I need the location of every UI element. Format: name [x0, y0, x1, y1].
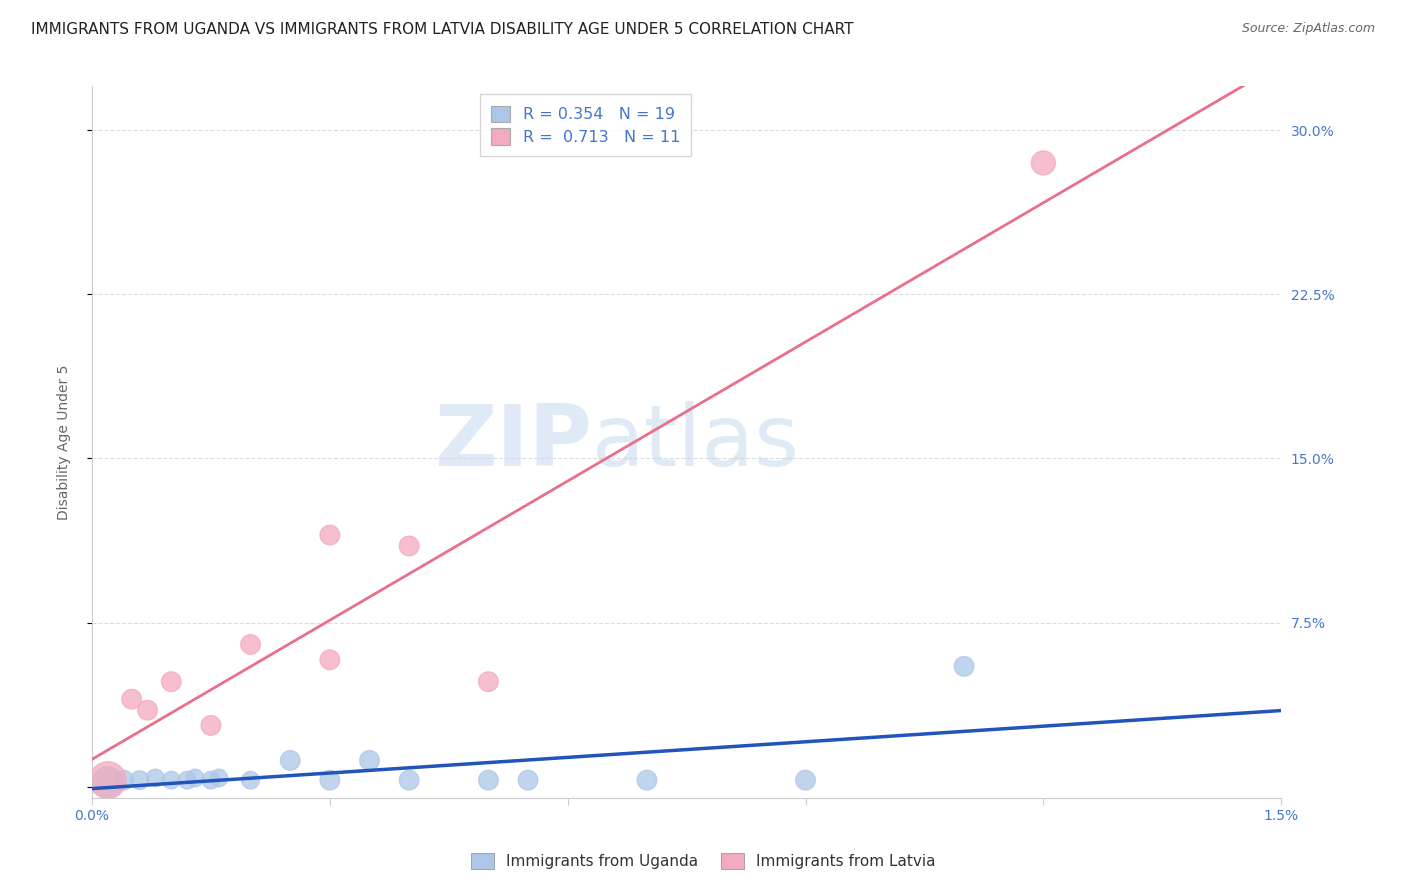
- Point: [319, 773, 342, 788]
- Point: [794, 773, 817, 788]
- Point: [398, 539, 420, 553]
- Text: atlas: atlas: [592, 401, 800, 483]
- Point: [953, 659, 976, 673]
- Point: [160, 773, 183, 788]
- Text: IMMIGRANTS FROM UGANDA VS IMMIGRANTS FROM LATVIA DISABILITY AGE UNDER 5 CORRELAT: IMMIGRANTS FROM UGANDA VS IMMIGRANTS FRO…: [31, 22, 853, 37]
- Point: [636, 773, 658, 788]
- Point: [477, 773, 499, 788]
- Point: [239, 773, 262, 788]
- Point: [208, 771, 231, 785]
- Point: [160, 674, 183, 689]
- Point: [319, 653, 342, 667]
- Text: ZIP: ZIP: [433, 401, 592, 483]
- Point: [477, 674, 499, 689]
- Point: [398, 773, 420, 788]
- Legend: Immigrants from Uganda, Immigrants from Latvia: Immigrants from Uganda, Immigrants from …: [464, 847, 942, 875]
- Legend: R = 0.354   N = 19, R =  0.713   N = 11: R = 0.354 N = 19, R = 0.713 N = 11: [479, 95, 692, 156]
- Point: [239, 637, 262, 651]
- Point: [112, 773, 135, 788]
- Point: [97, 773, 120, 788]
- Point: [176, 773, 198, 788]
- Point: [184, 771, 207, 785]
- Point: [136, 703, 159, 717]
- Point: [121, 692, 143, 706]
- Text: Source: ZipAtlas.com: Source: ZipAtlas.com: [1241, 22, 1375, 36]
- Point: [517, 773, 540, 788]
- Point: [145, 771, 167, 785]
- Point: [278, 754, 301, 768]
- Point: [319, 528, 342, 542]
- Point: [359, 754, 381, 768]
- Y-axis label: Disability Age Under 5: Disability Age Under 5: [58, 364, 72, 520]
- Point: [97, 775, 120, 789]
- Point: [200, 773, 222, 788]
- Point: [128, 773, 150, 788]
- Point: [200, 718, 222, 732]
- Point: [1032, 156, 1054, 170]
